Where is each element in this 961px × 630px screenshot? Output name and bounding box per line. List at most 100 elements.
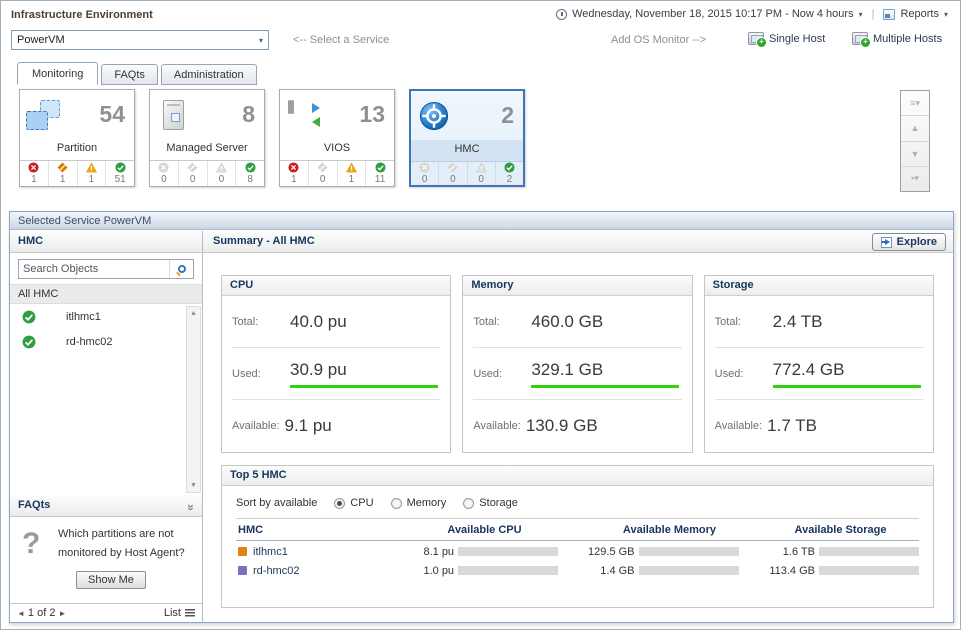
time-range-caret-icon[interactable]: ▾	[858, 9, 863, 19]
tile-managed-server[interactable]: 8 Managed Server 0 0 0 8	[149, 89, 265, 187]
status-fatal[interactable]: 1	[47, 161, 77, 186]
table-row-rd-hmc02[interactable]: rd-hmc02 1.0 pu 1.4 GB 113.4 GB	[236, 562, 919, 579]
reports-icon	[883, 8, 896, 20]
status-normal[interactable]: 51	[105, 161, 134, 186]
tab-faqts[interactable]: FAQts	[101, 64, 158, 85]
normal-count: 11	[374, 174, 386, 185]
memory-used-value: 329.1 GB	[531, 359, 604, 379]
memory-card: Memory Total: 460.0 GB Used: 329.1 GB	[462, 275, 693, 453]
tile-partition[interactable]: 54 Partition 1 1 1 51	[19, 89, 135, 187]
cpu-card-title: CPU	[222, 276, 451, 296]
status-fatal[interactable]: 0	[177, 161, 207, 186]
warning-count: 0	[478, 174, 484, 185]
multiple-hosts-button[interactable]: Multiple Hosts	[852, 32, 943, 48]
faqts-title: FAQts	[18, 499, 51, 511]
table-row-itlhmc1[interactable]: itlhmc1 8.1 pu 129.5 GB 1.6 TB	[236, 543, 919, 560]
hmc-label: HMC	[411, 140, 523, 161]
status-warning[interactable]: 0	[466, 162, 495, 185]
radio-cpu[interactable]	[334, 497, 346, 509]
warning-icon	[346, 162, 357, 173]
storage-bar	[819, 566, 919, 575]
pager-next-icon[interactable]: ►	[58, 608, 67, 618]
storage-value: 113.4 GB	[769, 564, 815, 577]
scroll-up-icon[interactable]: ▲	[190, 310, 197, 317]
memory-available-value: 130.9 GB	[525, 416, 598, 435]
partition-status-row: 1 1 1 51	[20, 160, 134, 186]
total-label: Total:	[714, 315, 741, 328]
summary-title: Summary - All HMC	[213, 235, 315, 247]
sort-label: Sort by available	[236, 497, 318, 509]
error-count: 0	[421, 174, 428, 185]
sort-option-memory[interactable]: Memory	[390, 497, 446, 509]
selected-service-panel: Selected Service PowerVM HMC All HMC itl…	[9, 211, 954, 623]
multiple-hosts-label: Multiple Hosts	[873, 32, 943, 45]
tree-item-itlhmc1[interactable]: itlhmc1	[10, 304, 202, 329]
available-label: Available:	[473, 420, 521, 432]
status-warning[interactable]: 1	[76, 161, 106, 186]
tile-menu-icon[interactable]: ≡▾	[901, 91, 929, 117]
sort-option-storage[interactable]: Storage	[463, 497, 518, 509]
cpu-used-row: Used: 30.9 pu	[232, 348, 441, 400]
radio-storage[interactable]	[463, 497, 475, 509]
status-fatal[interactable]: 0	[307, 161, 337, 186]
sort-option-cpu[interactable]: CPU	[334, 497, 374, 509]
all-hmc-group[interactable]: All HMC	[10, 284, 202, 304]
status-warning[interactable]: 0	[206, 161, 236, 186]
normal-icon	[245, 162, 256, 173]
reports-menu[interactable]: Reports	[900, 8, 939, 20]
scroll-up-icon[interactable]: ▲	[901, 116, 929, 142]
single-host-icon	[748, 32, 767, 48]
status-error[interactable]: 0	[150, 161, 178, 186]
sidebar-footer: ◄ 1 of 2 ► List	[10, 603, 202, 622]
total-label: Total:	[473, 315, 500, 328]
cpu-total-row: Total: 40.0 pu	[232, 296, 441, 348]
hmc-name: rd-hmc02	[66, 335, 113, 348]
faqts-section-header[interactable]: FAQts »	[10, 495, 202, 517]
multiple-hosts-icon	[852, 32, 871, 48]
radio-memory[interactable]	[390, 497, 402, 509]
search-input[interactable]	[19, 260, 169, 278]
storage-used-row: Used: 772.4 GB	[714, 348, 923, 400]
status-normal[interactable]: 8	[235, 161, 264, 186]
tile-size-icon[interactable]: ▪▾	[911, 173, 919, 184]
series-color-swatch	[238, 566, 247, 575]
status-normal[interactable]: 11	[365, 161, 394, 186]
storage-used-bar	[772, 384, 921, 388]
tab-administration[interactable]: Administration	[160, 64, 257, 85]
tab-monitoring[interactable]: Monitoring	[17, 62, 99, 85]
search-button[interactable]	[169, 260, 193, 278]
collapse-chevron-icon[interactable]: »	[184, 504, 199, 511]
cpu-bar	[458, 547, 559, 556]
sort-row: Sort by available CPU Memory Storage	[222, 486, 933, 518]
storage-available-value: 1.7 TB	[767, 416, 817, 435]
status-error[interactable]: 1	[280, 161, 308, 186]
error-icon-gray	[419, 162, 430, 173]
status-normal[interactable]: 2	[494, 162, 523, 185]
single-host-button[interactable]: Single Host	[748, 32, 826, 48]
col-available-storage: Available Storage	[794, 524, 887, 536]
warning-icon-gray	[476, 162, 487, 173]
sidebar-scrollbar[interactable]: ▲ ▼	[186, 306, 201, 493]
single-host-label: Single Host	[769, 32, 826, 45]
scroll-down-icon[interactable]: ▼	[190, 482, 197, 489]
tree-item-rd-hmc02[interactable]: rd-hmc02	[10, 329, 202, 354]
tile-vios[interactable]: 13 VIOS 1 0 1 11	[279, 89, 395, 187]
scroll-down-icon[interactable]: ▼	[901, 142, 929, 167]
summary-header: Summary - All HMC Explore	[203, 231, 953, 253]
tile-hmc[interactable]: 2 HMC 0 0 0 2	[409, 89, 525, 187]
faq-list-link[interactable]: List	[164, 607, 195, 619]
status-error[interactable]: 1	[20, 161, 48, 186]
show-me-button[interactable]: Show Me	[76, 570, 146, 589]
explore-icon	[880, 236, 892, 248]
explore-button[interactable]: Explore	[871, 233, 946, 251]
status-error[interactable]: 0	[411, 162, 438, 185]
status-fatal[interactable]: 0	[438, 162, 466, 185]
time-range-label[interactable]: Wednesday, November 18, 2015 10:17 PM - …	[572, 8, 854, 20]
pager-prev-icon[interactable]: ◄	[17, 608, 25, 618]
storage-total-row: Total: 2.4 TB	[714, 296, 923, 348]
fatal-icon-gray	[447, 162, 458, 173]
status-warning[interactable]: 1	[336, 161, 366, 186]
service-select[interactable]: PowerVM ▾	[11, 30, 269, 50]
reports-caret-icon[interactable]: ▾	[943, 9, 948, 19]
